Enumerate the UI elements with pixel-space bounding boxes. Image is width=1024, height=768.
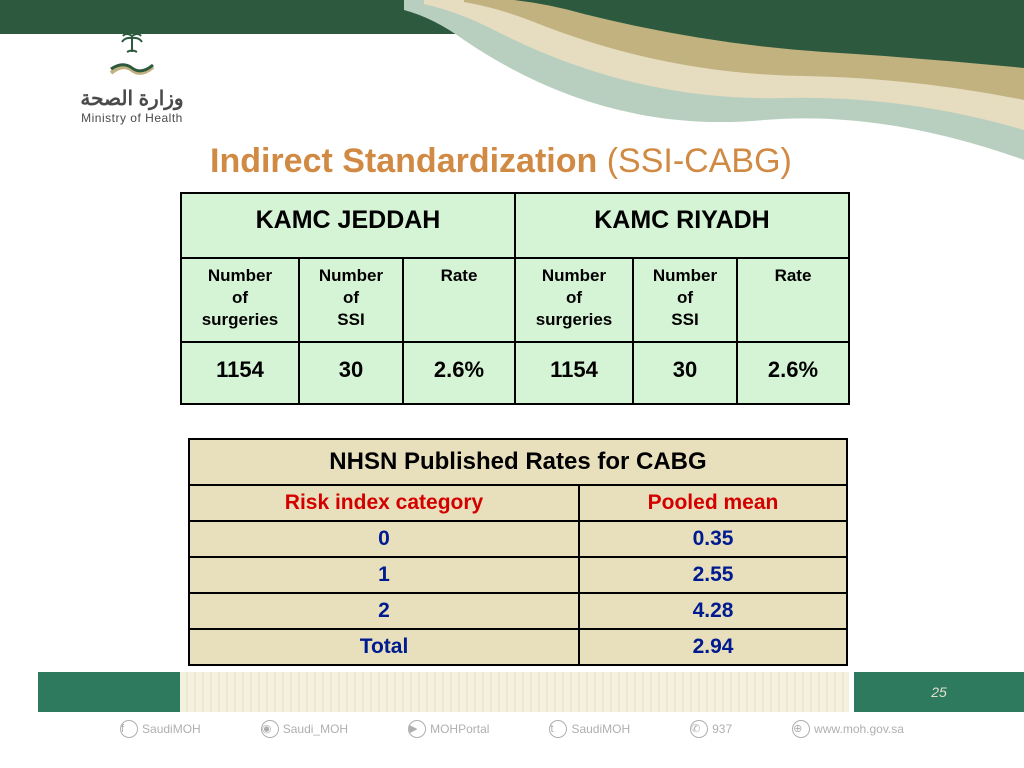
social-label: SaudiMOH [142,722,201,736]
footer-bar-left [38,672,180,712]
footer-pattern [180,672,849,712]
ribbon-icon [109,63,155,77]
social-label: SaudiMOH [571,722,630,736]
col-header: Numberofsurgeries [181,258,299,342]
cell-value: 2.6% [403,342,515,404]
col-header: NumberofSSI [633,258,737,342]
cell-value: 2.6% [737,342,849,404]
logo-arabic-text: وزارة الصحة [62,86,202,111]
footer-social-row: f SaudiMOH ◉ Saudi_MOH ▶ MOHPortal t SaudiMO… [0,716,1024,742]
facebook-icon: f [120,720,138,738]
title-paren: (SSI-CABG) [597,142,792,180]
social-label: 937 [712,722,732,736]
risk-cell: 0 [189,521,579,557]
slide-title: Indirect Standardization (SSI-CABG) [210,142,792,181]
palm-icon [62,30,202,61]
globe-icon: ⊕ [792,720,810,738]
col-header: Numberofsurgeries [515,258,633,342]
cell-value: 30 [299,342,403,404]
cell-value: 30 [633,342,737,404]
col-header: Rate [737,258,849,342]
youtube-icon: ▶ [408,720,426,738]
title-bold: Indirect Standardization [210,142,597,180]
table2-header: Pooled mean [579,485,847,521]
social-label: Saudi_MOH [283,722,348,736]
risk-cell: 1 [189,557,579,593]
twitter-icon: t [549,720,567,738]
risk-cell: Total [189,629,579,665]
col-header: Rate [403,258,515,342]
kamc-comparison-table: KAMC JEDDAH KAMC RIYADH Numberofsurgerie… [180,192,850,405]
ministry-logo: وزارة الصحة Ministry of Health [62,30,202,125]
mean-cell: 2.55 [579,557,847,593]
instagram-icon: ◉ [261,720,279,738]
group-header: KAMC RIYADH [515,193,849,258]
group-header: KAMC JEDDAH [181,193,515,258]
logo-english-text: Ministry of Health [62,111,202,125]
table2-title: NHSN Published Rates for CABG [189,439,847,485]
social-label: www.moh.gov.sa [814,722,904,736]
table2-header: Risk index category [189,485,579,521]
social-label: MOHPortal [430,722,489,736]
page-number: 25 [931,684,947,700]
mean-cell: 4.28 [579,593,847,629]
risk-cell: 2 [189,593,579,629]
nhsn-rates-table: NHSN Published Rates for CABG Risk index… [188,438,848,666]
cell-value: 1154 [515,342,633,404]
phone-icon: ✆ [690,720,708,738]
footer-bar-right: 25 [854,672,1024,712]
mean-cell: 0.35 [579,521,847,557]
mean-cell: 2.94 [579,629,847,665]
col-header: NumberofSSI [299,258,403,342]
cell-value: 1154 [181,342,299,404]
